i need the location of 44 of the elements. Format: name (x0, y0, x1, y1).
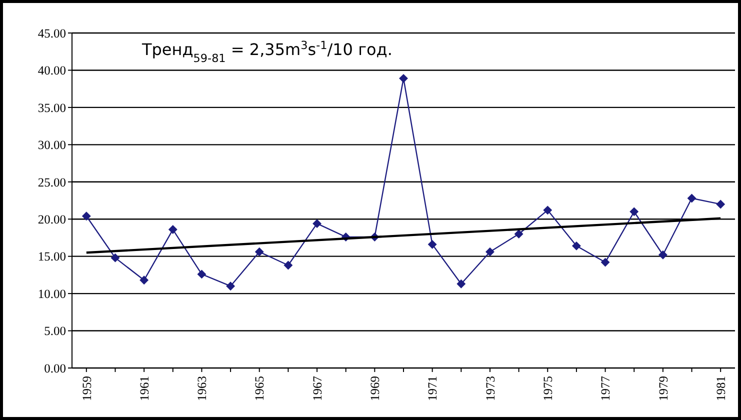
point (486, 247, 494, 256)
y-tick-label: 30.00 (38, 138, 66, 152)
x-tick-label: 1981 (714, 376, 728, 401)
point (658, 250, 668, 260)
point (630, 207, 639, 216)
point (514, 230, 524, 238)
point (543, 206, 552, 215)
y-tick-label: 15.00 (38, 250, 66, 264)
point (399, 74, 408, 83)
x-tick-label: 1959 (80, 376, 94, 401)
point (572, 241, 581, 250)
point (226, 282, 236, 291)
point (254, 247, 264, 256)
annotation: Тренд$_{59-81}$ = 2,35m$^{3}$s$^{-1}$/10 год. (141, 38, 392, 64)
point (110, 253, 120, 262)
x-tick-label: 1977 (598, 376, 613, 401)
point (600, 258, 610, 267)
point (312, 219, 322, 228)
x-tick-label: 1975 (541, 376, 556, 401)
x-tick-label: 1969 (368, 376, 382, 401)
y-tick-label: 45.00 (38, 26, 66, 40)
y-tick-label: 10.00 (38, 286, 66, 301)
point (428, 240, 437, 249)
point (456, 279, 466, 288)
point (197, 270, 206, 279)
x-tick-label: 1961 (137, 376, 152, 401)
point (168, 225, 178, 234)
x-tick-label: 1967 (310, 376, 324, 401)
point (284, 260, 293, 270)
x-tick-label: 1973 (483, 376, 498, 401)
y-tick-label: 40.00 (38, 64, 66, 78)
x-tick-label: 1971 (426, 376, 440, 401)
x-tick-label: 1963 (195, 376, 210, 401)
y-tick-label: 35.00 (38, 100, 66, 115)
point (140, 276, 149, 285)
y-tick-label: 5.00 (44, 324, 66, 338)
point (82, 212, 91, 221)
y-tick-label: 20.00 (38, 212, 66, 226)
x-tick-label: 1965 (252, 376, 267, 401)
y-tick-label: 25.00 (38, 175, 66, 190)
x-tick-label: 1979 (656, 376, 670, 401)
y-tick-label: 0.00 (44, 361, 66, 376)
point (716, 200, 726, 209)
point (687, 194, 696, 203)
